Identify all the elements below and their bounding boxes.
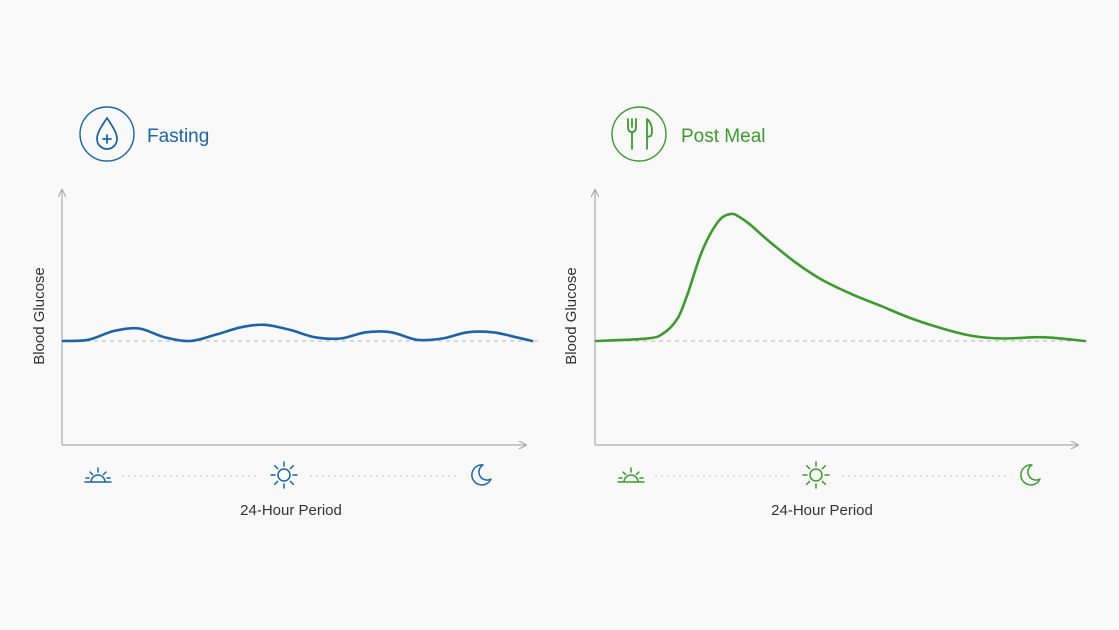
fasting-time-axis: [84, 461, 492, 489]
post-meal-title: Post Meal: [681, 126, 765, 147]
moon-icon: [471, 464, 492, 486]
post-meal-series-line: [594, 212, 1087, 343]
fasting-title: Fasting: [147, 126, 209, 147]
fasting-y-axis-label: Blood Glucose: [31, 267, 48, 365]
fasting-series-line: [61, 323, 534, 343]
post-meal-x-axis-label: 24-Hour Period: [771, 502, 873, 519]
sunrise-icon: [84, 467, 112, 483]
fasting-x-axis-label: 24-Hour Period: [240, 502, 342, 519]
sun-icon: [802, 461, 830, 489]
post-meal-panel: Post Meal Blood Glucose: [563, 106, 1087, 519]
post-meal-time-axis: [617, 461, 1041, 489]
fasting-panel: Fasting Blood Glucose: [31, 106, 540, 519]
fasting-header: Fasting: [79, 106, 209, 162]
fork-knife-icon: [611, 106, 667, 162]
moon-icon: [1020, 464, 1041, 486]
sunrise-icon: [617, 467, 645, 483]
water-drop-plus-icon: [79, 106, 135, 162]
sun-icon: [270, 461, 298, 489]
post-meal-header: Post Meal: [611, 106, 765, 162]
post-meal-y-axis-label: Blood Glucose: [563, 267, 580, 365]
